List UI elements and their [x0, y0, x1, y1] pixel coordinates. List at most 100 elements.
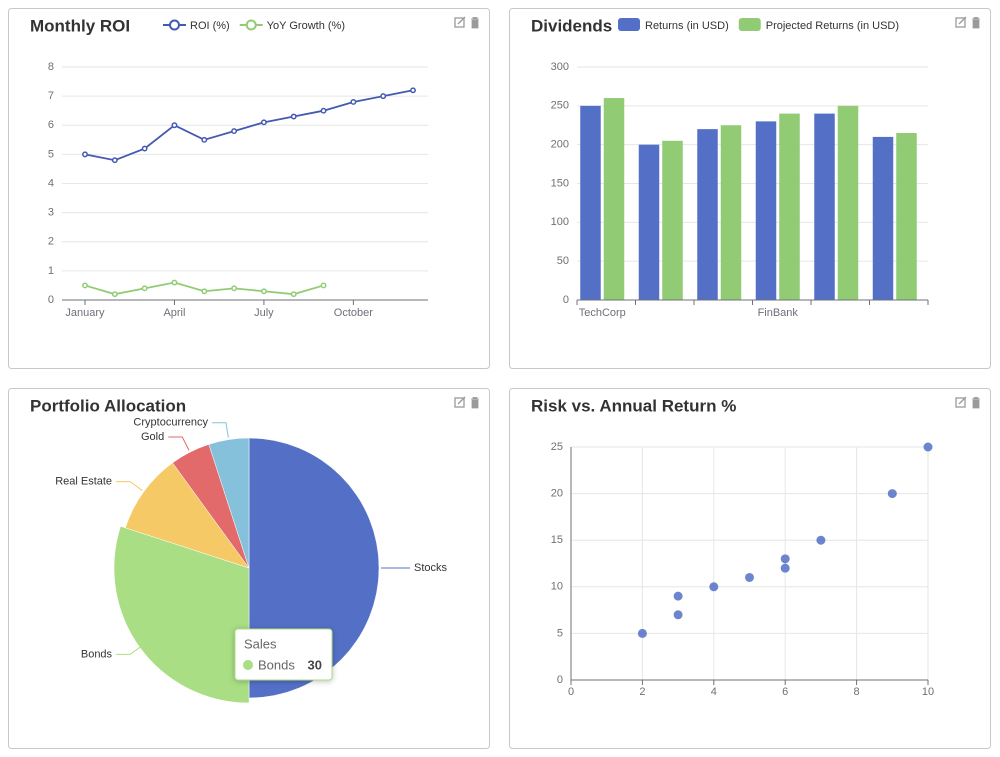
chart-title: Dividends — [531, 16, 612, 35]
panel — [509, 388, 991, 749]
tooltip — [234, 628, 333, 681]
y-tick-label: 3 — [48, 207, 54, 219]
slice-label: Stocks — [414, 562, 448, 574]
point — [290, 113, 297, 120]
point — [673, 610, 683, 620]
y-tick-label: 25 — [551, 441, 563, 453]
bar — [697, 129, 718, 300]
y-tick-label: 0 — [48, 294, 54, 306]
point — [780, 563, 790, 573]
point — [320, 107, 327, 114]
slice-label: Bonds — [81, 648, 113, 660]
bar — [755, 121, 777, 300]
point — [780, 554, 790, 564]
chart-title: Risk vs. Annual Return % — [531, 396, 736, 415]
legend-label: ROI (%) — [190, 20, 230, 32]
x-tick-label: April — [163, 307, 185, 319]
y-tick-label: 150 — [551, 177, 569, 189]
x-tick-label: 8 — [854, 686, 860, 698]
y-tick-label: 50 — [557, 255, 569, 267]
bar — [837, 105, 859, 300]
point — [709, 582, 719, 592]
x-tick-label: 0 — [568, 686, 574, 698]
edit-icon[interactable] — [955, 396, 967, 408]
x-tick-label: TechCorp — [579, 307, 626, 319]
y-tick-label: 20 — [551, 488, 563, 500]
legend-icon — [245, 19, 257, 31]
tooltip-marker — [243, 660, 253, 670]
bar — [814, 113, 835, 300]
point — [260, 288, 267, 295]
delete-icon[interactable] — [972, 397, 980, 409]
delete-icon[interactable] — [972, 17, 980, 29]
legend-icon — [618, 18, 640, 31]
leader-line — [212, 422, 229, 438]
y-tick-label: 7 — [48, 90, 54, 102]
y-tick-label: 8 — [48, 61, 54, 73]
y-tick-label: 100 — [551, 216, 569, 228]
point — [380, 93, 387, 100]
y-tick-label: 200 — [551, 139, 569, 151]
delete-icon[interactable] — [471, 397, 479, 409]
point — [201, 136, 208, 143]
point — [111, 157, 118, 164]
x-tick-label: 2 — [639, 686, 645, 698]
point — [637, 628, 647, 638]
legend-label: YoY Growth (%) — [267, 20, 345, 32]
point — [673, 591, 683, 601]
point — [171, 122, 178, 129]
bar — [580, 105, 601, 300]
point — [171, 279, 178, 286]
bar — [896, 133, 917, 300]
y-tick-label: 15 — [551, 534, 563, 546]
legend-icon — [738, 18, 761, 31]
y-tick-label: 4 — [48, 177, 54, 189]
point — [82, 151, 88, 158]
edit-icon[interactable] — [454, 396, 466, 408]
bar — [603, 98, 625, 300]
legend-label: Returns (in USD) — [645, 20, 729, 32]
y-tick-label: 300 — [551, 61, 569, 73]
pie-slice — [208, 437, 250, 569]
point — [320, 282, 327, 289]
slice-label: Cryptocurrency — [133, 417, 208, 429]
x-tick-label: July — [254, 307, 274, 319]
slice-label: Real Estate — [55, 476, 112, 488]
line — [84, 89, 414, 162]
point — [141, 285, 148, 292]
x-tick-label: 6 — [782, 686, 788, 698]
tooltip-value: 30 — [308, 657, 322, 672]
point — [350, 99, 357, 105]
point — [410, 87, 416, 94]
chart-title: Portfolio Allocation — [30, 396, 186, 415]
x-tick-label: 10 — [922, 686, 934, 698]
edit-icon[interactable] — [955, 16, 967, 28]
tooltip-title: Sales — [244, 636, 277, 651]
toolbar — [454, 16, 980, 409]
point — [111, 291, 118, 298]
pie-slice — [125, 462, 250, 569]
slice-label: Gold — [141, 431, 164, 443]
point — [887, 489, 897, 499]
panel — [509, 8, 991, 369]
bar — [662, 140, 683, 300]
point — [260, 119, 267, 126]
edit-icon[interactable] — [454, 16, 466, 28]
x-tick-label: FinBank — [758, 307, 799, 319]
leader-line — [168, 436, 190, 451]
point — [231, 285, 238, 292]
point — [745, 572, 754, 582]
y-tick-label: 5 — [557, 627, 563, 639]
delete-icon[interactable] — [471, 17, 479, 29]
point — [201, 288, 208, 295]
point — [290, 291, 297, 298]
leader-line — [116, 645, 143, 655]
bar — [779, 113, 800, 300]
point — [141, 145, 148, 152]
tooltip-label: Bonds — [258, 657, 295, 672]
point — [923, 442, 933, 452]
x-tick-label: October — [334, 307, 373, 319]
bar — [638, 144, 660, 300]
y-tick-label: 1 — [48, 265, 54, 277]
